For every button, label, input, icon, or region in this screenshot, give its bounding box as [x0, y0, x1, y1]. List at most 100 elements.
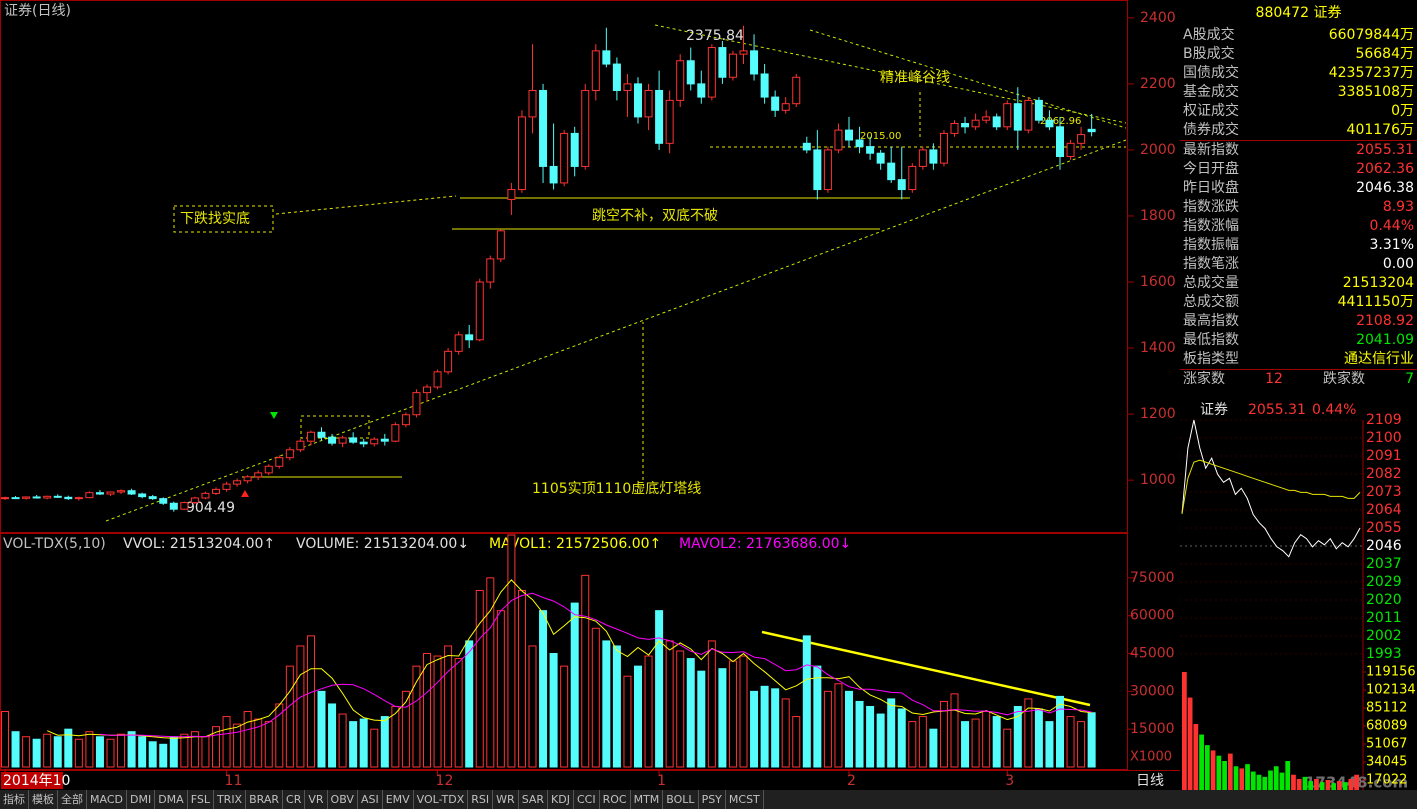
- tab[interactable]: FSL: [188, 790, 214, 809]
- candle-body: [296, 440, 305, 451]
- candle-body: [317, 431, 326, 438]
- y-tick-label: 51067: [1366, 736, 1407, 751]
- volume-bar: [549, 653, 558, 768]
- y-tick-label: 2109: [1366, 412, 1402, 428]
- tab[interactable]: DMA: [155, 790, 188, 809]
- value: 2055.31: [1356, 142, 1414, 158]
- volume-bar: [190, 731, 199, 768]
- volume-bar: [444, 645, 453, 768]
- volume-bar: [591, 627, 600, 768]
- candle-body: [939, 132, 948, 164]
- annotation: 2015.00: [860, 131, 901, 142]
- y-tick-label: 2082: [1366, 466, 1402, 482]
- tab[interactable]: EMV: [383, 790, 414, 809]
- volume-bar: [486, 577, 495, 768]
- volume-bar: [43, 733, 52, 768]
- x-tick-label: 3: [1005, 773, 1014, 789]
- candle-body: [148, 496, 157, 500]
- tab[interactable]: 指标: [0, 790, 29, 809]
- volume-bar: [1285, 760, 1291, 798]
- volume-bar: [676, 650, 685, 768]
- y-tick-label: 30000: [1130, 683, 1175, 699]
- tab[interactable]: VOL-TDX: [414, 790, 469, 809]
- tab[interactable]: SAR: [519, 790, 549, 809]
- y-tick-label: 2000: [1140, 142, 1176, 158]
- tab[interactable]: ASI: [358, 790, 383, 809]
- trend-line: [654, 24, 1127, 124]
- trend-line: [105, 139, 1127, 522]
- candle-body: [423, 386, 431, 394]
- tab[interactable]: OBV: [328, 790, 358, 809]
- tab[interactable]: VR: [305, 790, 328, 809]
- frame: [0, 0, 1128, 533]
- volume-bar: [1056, 695, 1064, 768]
- chart: 证券(日线) 下跌找实底 跳空不补，双底不破 精准峰谷线 1105实顶1110虚…: [0, 0, 1180, 789]
- tab[interactable]: MTM: [631, 790, 664, 809]
- trend-line: [809, 29, 1127, 129]
- intraday-chart: 证券 2055.31 0.44% 173448.com 210921002091…: [1180, 402, 1416, 809]
- value: 2062.36: [1356, 161, 1414, 177]
- indicator-name: VOL-TDX(5,10): [3, 536, 106, 552]
- candle-body: [190, 497, 199, 504]
- volume-bar: [328, 703, 337, 768]
- volume-bar: [1296, 778, 1302, 798]
- volume-bar: [760, 685, 769, 768]
- candle-body: [855, 139, 864, 148]
- volume-bar: [264, 721, 273, 768]
- candle-body: [254, 472, 263, 478]
- volume-bar: [918, 716, 927, 768]
- tab[interactable]: KDJ: [548, 790, 574, 809]
- volume-bar: [1308, 781, 1314, 798]
- label: 昨日收盘: [1183, 180, 1239, 196]
- candle-body: [222, 483, 231, 490]
- candle-body: [264, 465, 273, 474]
- tab[interactable]: TRIX: [214, 790, 247, 809]
- volume-bar: [1354, 774, 1359, 798]
- info-row: 今日开盘 2062.36: [1180, 160, 1417, 179]
- tab[interactable]: CR: [283, 790, 306, 809]
- tab[interactable]: BRAR: [246, 790, 284, 809]
- tab-bar: 指标 模板 全部 MACD DMI DMA FSL TRIX BRAR CR VR OBV ASI EMV…: [0, 790, 1417, 809]
- y-tick-label: 2037: [1366, 556, 1402, 572]
- candle-body: [634, 83, 642, 118]
- y-tick-label: 119156: [1366, 664, 1416, 679]
- tab[interactable]: MACD: [87, 790, 127, 809]
- tab[interactable]: RSI: [468, 790, 494, 809]
- tab[interactable]: ROC: [600, 790, 631, 809]
- tab[interactable]: MCST: [726, 790, 764, 809]
- volume-bar: [243, 711, 252, 768]
- value: 56684万: [1355, 46, 1414, 62]
- candle-body: [465, 334, 474, 341]
- candle-body: [549, 165, 558, 184]
- volume-bar: [1239, 768, 1245, 798]
- volume-bar: [285, 665, 294, 768]
- volume-bar: [528, 645, 537, 768]
- candle-body: [623, 83, 632, 91]
- period: 日线: [1136, 773, 1164, 789]
- candle-body: [528, 89, 537, 118]
- volume-bar: [306, 635, 315, 768]
- tab[interactable]: CCI: [574, 790, 600, 809]
- candle-body: [138, 493, 147, 498]
- volume-bar: [507, 534, 516, 768]
- tab[interactable]: 模板: [29, 790, 58, 809]
- label: 指数笔涨: [1183, 256, 1239, 272]
- volume-bar: [169, 736, 178, 768]
- tab[interactable]: BOLL: [663, 790, 699, 809]
- volume-bar: [1227, 753, 1233, 798]
- tab[interactable]: WR: [493, 790, 519, 809]
- candle-body: [908, 165, 917, 191]
- candle-body: [391, 424, 400, 442]
- candle-body: [697, 83, 706, 98]
- tab[interactable]: 全部: [58, 790, 87, 809]
- frame: [0, 533, 1128, 770]
- volume-bar: [929, 728, 938, 768]
- volume-bar: [961, 721, 970, 768]
- y-tick-label: 2200: [1140, 76, 1176, 92]
- volume-bar: [845, 690, 853, 768]
- tab[interactable]: DMI: [127, 790, 156, 809]
- candle-body: [412, 392, 421, 416]
- tab[interactable]: PSY: [699, 790, 726, 809]
- volume-bar: [11, 731, 20, 768]
- box: [300, 415, 370, 439]
